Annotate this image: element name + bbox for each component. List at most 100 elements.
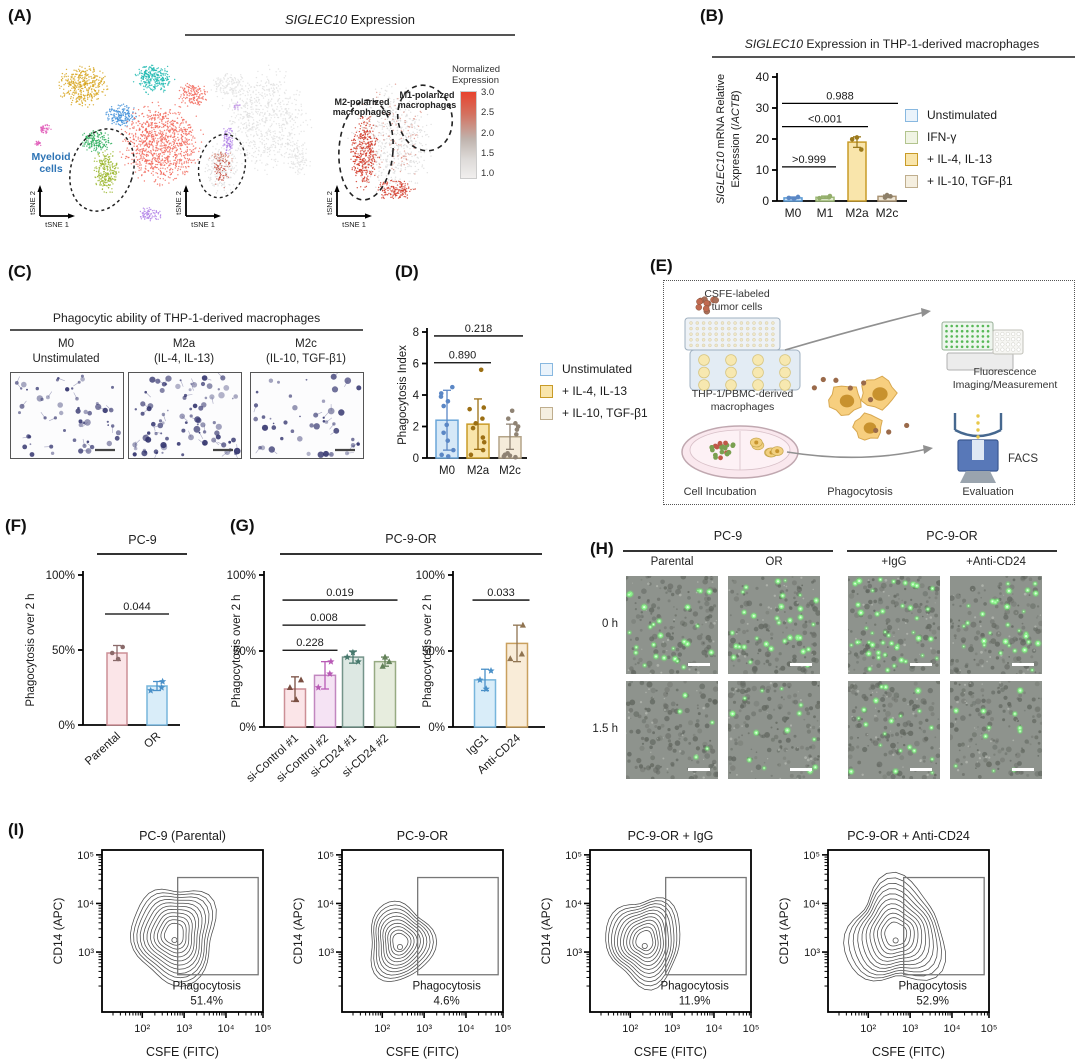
tsne-dot: [244, 105, 246, 107]
tsne-dot: [414, 143, 417, 145]
tsne-dot: [274, 102, 277, 105]
tsne-dot: [95, 183, 98, 186]
tsne-dot: [362, 168, 364, 170]
tsne-dot: [386, 90, 388, 92]
tsne-dot: [266, 119, 268, 122]
tsne-dot: [305, 158, 307, 160]
tsne-dot: [394, 83, 397, 85]
tsne-dot: [388, 185, 391, 187]
tsne-dot: [231, 140, 234, 142]
tsne-dot: [353, 138, 355, 140]
tsne-dot: [363, 189, 365, 191]
tsne-dot: [200, 101, 202, 103]
tsne-dot: [146, 131, 149, 133]
tsne-dot: [357, 118, 359, 120]
tsne-dot: [131, 127, 134, 129]
tsne-dot: [354, 166, 356, 169]
tsne1-axis-label: tSNE 1: [191, 220, 215, 229]
tsne-dot: [167, 83, 169, 85]
tsne-dot: [365, 121, 367, 124]
tsne-dot: [404, 134, 406, 137]
tsne-dot: [387, 135, 390, 137]
tsne-dot: [380, 104, 382, 106]
tsne-dot: [186, 158, 189, 160]
tsne-dot: [159, 214, 162, 216]
tsne-dot: [210, 176, 212, 179]
tsne-dot: [287, 135, 289, 137]
tsne-dot: [225, 145, 228, 147]
tsne-dot: [109, 191, 111, 193]
tsne-dot: [361, 153, 363, 156]
tsne-dot: [103, 191, 105, 193]
tsne-dot: [359, 135, 361, 137]
tsne-dot: [90, 95, 93, 97]
tsne-dot: [158, 132, 160, 134]
tsne-dot: [103, 134, 105, 137]
tsne-dot: [94, 157, 96, 159]
tsne-dot: [122, 103, 125, 105]
tsne-dot: [365, 127, 367, 129]
tsne-dot: [359, 157, 361, 159]
tsne-dot: [247, 82, 249, 84]
tsne-dot: [305, 148, 308, 150]
tsne-dot: [78, 97, 80, 99]
tsne-dot: [98, 179, 101, 181]
tsne-dot: [43, 127, 45, 129]
tsne-dot: [296, 151, 299, 154]
tsne-dot: [150, 122, 152, 124]
tsne-dot: [113, 109, 116, 111]
tsne-dot: [154, 85, 156, 87]
tsne-dot: [363, 157, 365, 160]
tsne-dot: [273, 120, 275, 123]
tsne-dot: [180, 137, 182, 139]
tsne-dot: [147, 71, 150, 74]
tsne-dot: [93, 144, 96, 146]
tsne-dot: [381, 197, 383, 199]
tsne-dot: [288, 117, 290, 120]
tsne-dot: [409, 148, 411, 150]
tsne-dot: [372, 157, 374, 159]
tsne-dot: [373, 151, 376, 153]
tsne-dot: [160, 163, 162, 166]
tsne-dot: [278, 137, 280, 139]
tsne-dot: [416, 182, 419, 184]
tsne-dot: [89, 133, 91, 135]
tsne-dot: [369, 131, 371, 133]
tsne-dot: [220, 152, 222, 154]
tsne-dot: [196, 91, 198, 93]
tsne-dot: [366, 171, 368, 173]
tsne-dot: [225, 174, 227, 176]
tsne-dot: [161, 117, 164, 119]
tsne-dot: [161, 138, 163, 140]
tsne-dot: [288, 139, 291, 141]
tsne2-axis-label: tSNE 2: [28, 191, 37, 215]
tsne2-axis-label: tSNE 2: [174, 191, 183, 215]
tsne-dot: [151, 101, 154, 104]
tsne-dot: [150, 73, 152, 75]
tsne-dot: [388, 179, 390, 181]
tsne-dot: [398, 162, 400, 164]
tsne-dot: [254, 101, 256, 103]
tsne-dot: [278, 102, 280, 104]
tsne-dot: [300, 114, 302, 116]
tsne-dot: [284, 92, 286, 95]
tsne-dot: [359, 145, 361, 148]
tsne-dot: [270, 100, 272, 102]
tsne-dot: [111, 165, 113, 167]
tsne-dot: [396, 150, 398, 152]
tsne-dot: [397, 147, 400, 149]
tsne-dot: [399, 181, 401, 183]
tsne-dot: [58, 84, 60, 87]
tsne-dot: [133, 143, 136, 145]
tsne-dot: [352, 150, 355, 153]
tsne-dot: [239, 117, 241, 119]
tsne-dot: [274, 138, 276, 140]
tsne-dot: [185, 132, 187, 135]
tsne-dot: [420, 143, 422, 145]
tsne-dot: [97, 134, 99, 136]
tsne-dot: [350, 158, 352, 160]
tsne-dot: [187, 143, 189, 146]
tsne-dot: [219, 171, 221, 173]
tsne-dot: [137, 109, 140, 111]
tsne-dot: [139, 154, 142, 156]
